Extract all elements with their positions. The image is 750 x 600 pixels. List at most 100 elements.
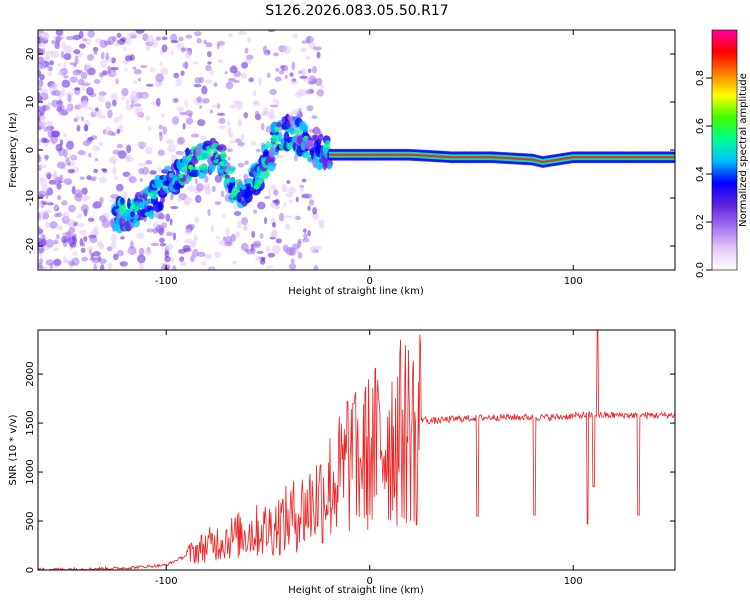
noise-blob: [55, 30, 64, 36]
noise-blob: [244, 248, 249, 253]
noise-blob: [116, 143, 123, 149]
noise-blob: [256, 250, 264, 254]
noise-blob: [162, 126, 167, 135]
snr-x-ticks: -100 0 100: [155, 330, 583, 587]
noise-blob: [164, 255, 171, 263]
noise-blob: [71, 257, 80, 266]
hot-spot: [196, 155, 202, 161]
noise-blob: [175, 78, 182, 87]
noise-blob: [95, 107, 99, 112]
noise-blob: [61, 40, 66, 50]
noise-blob: [254, 110, 260, 119]
noise-blob: [63, 148, 68, 158]
noise-blob: [232, 79, 240, 84]
noise-blob: [188, 113, 193, 118]
noise-blob: [300, 68, 307, 76]
noise-blob: [312, 126, 321, 135]
noise-blob: [42, 31, 50, 41]
noise-blob: [303, 232, 308, 240]
noise-blob: [291, 109, 300, 116]
noise-blob: [52, 89, 61, 97]
colorbar-tick-label: 0.4: [695, 166, 706, 182]
noise-blob: [272, 52, 280, 57]
noise-blob: [146, 35, 155, 45]
noise-blob: [127, 32, 136, 37]
noise-blob: [137, 77, 142, 82]
noise-blob: [107, 36, 115, 45]
noise-blob: [56, 62, 62, 67]
noise-blob: [256, 148, 261, 153]
noise-blob: [173, 72, 180, 79]
noise-blob: [229, 140, 238, 144]
noise-blob: [99, 196, 104, 204]
noise-blob: [92, 202, 99, 209]
noise-blob: [243, 222, 248, 230]
noise-blob: [123, 47, 127, 52]
noise-blob: [138, 247, 145, 256]
noise-blob: [125, 105, 133, 111]
noise-blob: [66, 140, 75, 150]
noise-blob: [87, 136, 94, 142]
ridge-halo: [157, 201, 164, 212]
hot-spot: [168, 172, 174, 178]
noise-blob: [199, 135, 207, 141]
noise-blob: [253, 209, 258, 214]
noise-blob: [297, 252, 303, 259]
noise-blob: [121, 87, 129, 97]
noise-blob: [319, 221, 325, 229]
noise-blob: [172, 264, 177, 270]
noise-blob: [98, 141, 104, 147]
noise-blob: [244, 47, 249, 54]
noise-blob: [194, 216, 200, 224]
ridge-halo: [317, 133, 324, 142]
noise-blob: [106, 246, 113, 252]
noise-blob: [288, 263, 297, 270]
noise-blob: [136, 141, 141, 147]
noise-blob: [194, 178, 198, 185]
x-tick-label: 100: [564, 576, 583, 587]
noise-blob: [125, 98, 130, 106]
noise-blob: [266, 265, 274, 269]
noise-blob: [271, 230, 277, 238]
noise-blob: [92, 145, 101, 152]
noise-blob: [133, 69, 142, 75]
hot-spot: [241, 184, 247, 190]
y-tick-label: -10: [25, 190, 36, 206]
noise-blob: [184, 228, 192, 236]
noise-blob: [92, 251, 101, 257]
noise-blob: [140, 92, 148, 99]
noise-blob: [183, 201, 189, 206]
noise-blob: [210, 224, 215, 233]
noise-blob: [292, 33, 298, 39]
noise-blob: [63, 133, 67, 138]
noise-blob: [319, 84, 324, 89]
hot-spot: [173, 175, 179, 181]
noise-blob: [312, 207, 317, 215]
noise-blob: [294, 215, 301, 221]
noise-blob: [255, 255, 262, 262]
noise-blob: [282, 244, 289, 253]
noise-blob: [159, 213, 165, 220]
noise-blob: [116, 32, 122, 38]
noise-blob: [176, 106, 185, 112]
noise-blob: [218, 125, 227, 129]
noise-blob: [165, 231, 174, 237]
noise-blob: [272, 98, 277, 104]
noise-blob: [147, 125, 152, 131]
noise-blob: [315, 77, 323, 87]
noise-blob: [144, 248, 152, 256]
noise-blob: [228, 33, 234, 38]
noise-blob: [124, 67, 128, 72]
noise-blob: [71, 185, 76, 195]
noise-blob: [60, 87, 66, 97]
noise-blob: [196, 38, 202, 44]
noise-blob: [38, 47, 43, 56]
noise-blob: [288, 199, 293, 203]
noise-blob: [295, 196, 299, 203]
noise-blob: [196, 96, 203, 103]
noise-blob: [274, 198, 280, 206]
hot-spot: [253, 184, 259, 190]
noise-blob: [193, 234, 198, 243]
noise-blob: [80, 247, 86, 253]
